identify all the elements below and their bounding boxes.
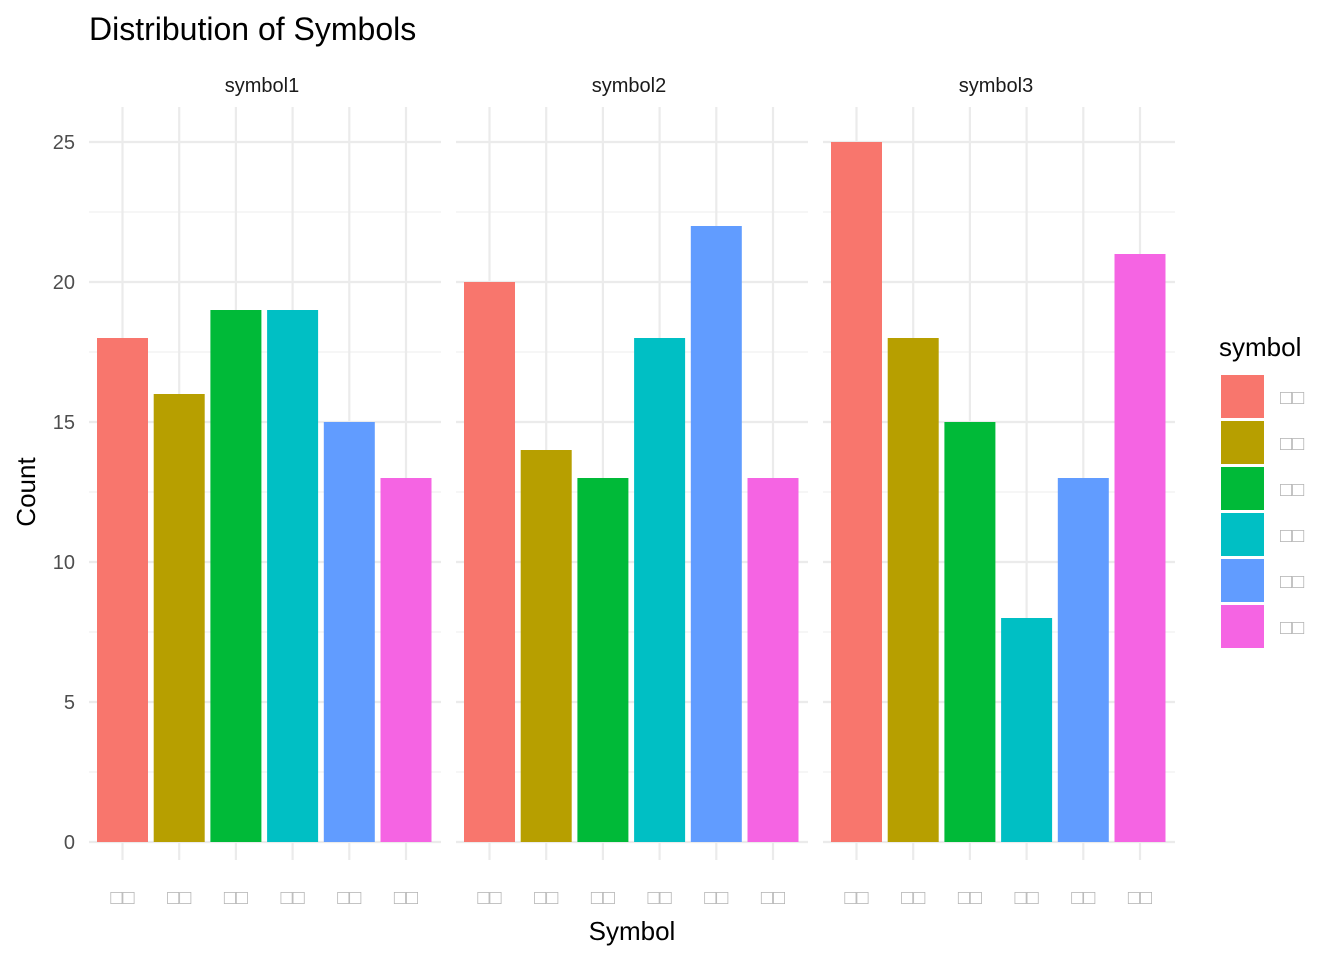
bar — [380, 478, 432, 842]
legend-title: symbol — [1219, 332, 1301, 362]
facet-strip-label: symbol1 — [225, 75, 299, 97]
y-tick-label: 15 — [53, 412, 75, 434]
legend-label: □□ — [1280, 387, 1304, 409]
x-tick-label: □□ — [958, 887, 982, 909]
chart-title: Distribution of Symbols — [89, 11, 416, 47]
legend-swatch — [1221, 421, 1264, 464]
legend-item: □□ — [1221, 559, 1304, 602]
bar — [520, 450, 572, 842]
x-axis-title: Symbol — [589, 916, 676, 946]
bar — [464, 282, 515, 842]
legend-swatch — [1221, 559, 1264, 602]
bar — [323, 422, 375, 842]
bar — [887, 338, 939, 842]
y-axis-title: Count — [11, 457, 41, 527]
x-tick-label: □□ — [281, 887, 305, 909]
x-tick-label: □□ — [648, 887, 672, 909]
x-tick-label: □□ — [1015, 887, 1039, 909]
legend-swatch — [1221, 467, 1264, 510]
x-tick-label: □□ — [167, 887, 191, 909]
x-tick-label: □□ — [394, 887, 418, 909]
legend-label: □□ — [1280, 433, 1304, 455]
bar — [1057, 478, 1109, 842]
bar — [690, 226, 742, 842]
legend-swatch — [1221, 375, 1264, 418]
legend-label: □□ — [1280, 617, 1304, 639]
bar — [577, 478, 629, 842]
bar — [747, 478, 799, 842]
x-tick-label: □□ — [477, 887, 501, 909]
legend-label: □□ — [1280, 571, 1304, 593]
legend-item: □□ — [1221, 421, 1304, 464]
bar — [267, 310, 319, 842]
bar — [1114, 254, 1166, 842]
facet-panels: symbol1□□ □□ □□ □□ □□ □□symbol2□□ □□ □□ □□ □□ □□sy… — [89, 75, 1175, 909]
legend-item: □□ — [1221, 375, 1304, 418]
legend-swatch — [1221, 513, 1264, 556]
y-axis-ticks: 0 5 10 15 20 25 — [53, 132, 75, 854]
bar — [153, 394, 205, 842]
facet-strip-label: symbol3 — [959, 75, 1033, 97]
x-tick-label: □□ — [534, 887, 558, 909]
legend-swatch — [1221, 605, 1264, 648]
y-tick-label: 5 — [64, 692, 75, 714]
facet-panel-symbol1: symbol1 □□ □□ □□ □□ □□ □□ — [89, 75, 441, 909]
x-tick-label: □□ — [761, 887, 785, 909]
legend-label: □□ — [1280, 525, 1304, 547]
bar — [97, 338, 148, 842]
x-tick-label: □□ — [337, 887, 361, 909]
x-tick-label: □□ — [591, 887, 615, 909]
legend-items: □□ □□ □□ □□ □□ □□ — [1221, 375, 1304, 648]
legend-item: □□ — [1221, 605, 1304, 648]
x-tick-label: □□ — [224, 887, 248, 909]
facet-strip-label: symbol2 — [592, 75, 666, 97]
legend-item: □□ — [1221, 467, 1304, 510]
bar — [210, 310, 262, 842]
x-tick-label: □□ — [110, 887, 134, 909]
legend: symbol □□ □□ □□ □□ □□ □□ — [1219, 332, 1304, 648]
bar — [634, 338, 686, 842]
x-tick-label: □□ — [901, 887, 925, 909]
y-tick-label: 20 — [53, 272, 75, 294]
legend-item: □□ — [1221, 513, 1304, 556]
bar — [1001, 618, 1053, 842]
legend-label: □□ — [1280, 479, 1304, 501]
bar — [944, 422, 996, 842]
x-tick-label: □□ — [704, 887, 728, 909]
y-tick-label: 10 — [53, 552, 75, 574]
bar — [831, 142, 882, 842]
y-tick-label: 0 — [64, 832, 75, 854]
facet-panel-symbol3: symbol3 □□ □□ □□ □□ □□ □□ — [823, 75, 1175, 909]
y-tick-label: 25 — [53, 132, 75, 154]
facet-panel-symbol2: symbol2 □□ □□ □□ □□ □□ □□ — [456, 75, 808, 909]
x-tick-label: □□ — [1071, 887, 1095, 909]
x-tick-label: □□ — [1128, 887, 1152, 909]
x-tick-label: □□ — [844, 887, 868, 909]
